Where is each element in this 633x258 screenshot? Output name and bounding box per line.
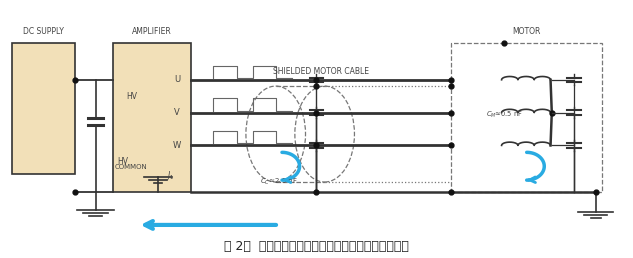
Text: $J_1$: $J_1$ [166,169,175,182]
Text: SHIELDED MOTOR CABLE: SHIELDED MOTOR CABLE [273,67,369,76]
Text: W: W [173,141,181,150]
Text: AMPLIFIER: AMPLIFIER [132,27,172,36]
Text: $C_C$≈2.5 nF: $C_C$≈2.5 nF [260,177,298,187]
Bar [451,43,602,192]
Text: 图 2，  将驱动电缆屏蔽可使噪声电流安全分流入地。: 图 2， 将驱动电缆屏蔽可使噪声电流安全分流入地。 [224,240,409,253]
Text: DC SUPPLY: DC SUPPLY [23,27,64,36]
Text: V: V [174,108,180,117]
Text: MOTOR: MOTOR [513,27,541,36]
Text: $C_M$≈0.5 nF: $C_M$≈0.5 nF [486,110,522,120]
Text: U: U [174,75,180,84]
Bar [12,43,75,174]
Text: HV: HV [127,92,137,101]
Bar [113,43,191,192]
Text: COMMON: COMMON [115,165,148,171]
Text: HV: HV [118,157,128,166]
